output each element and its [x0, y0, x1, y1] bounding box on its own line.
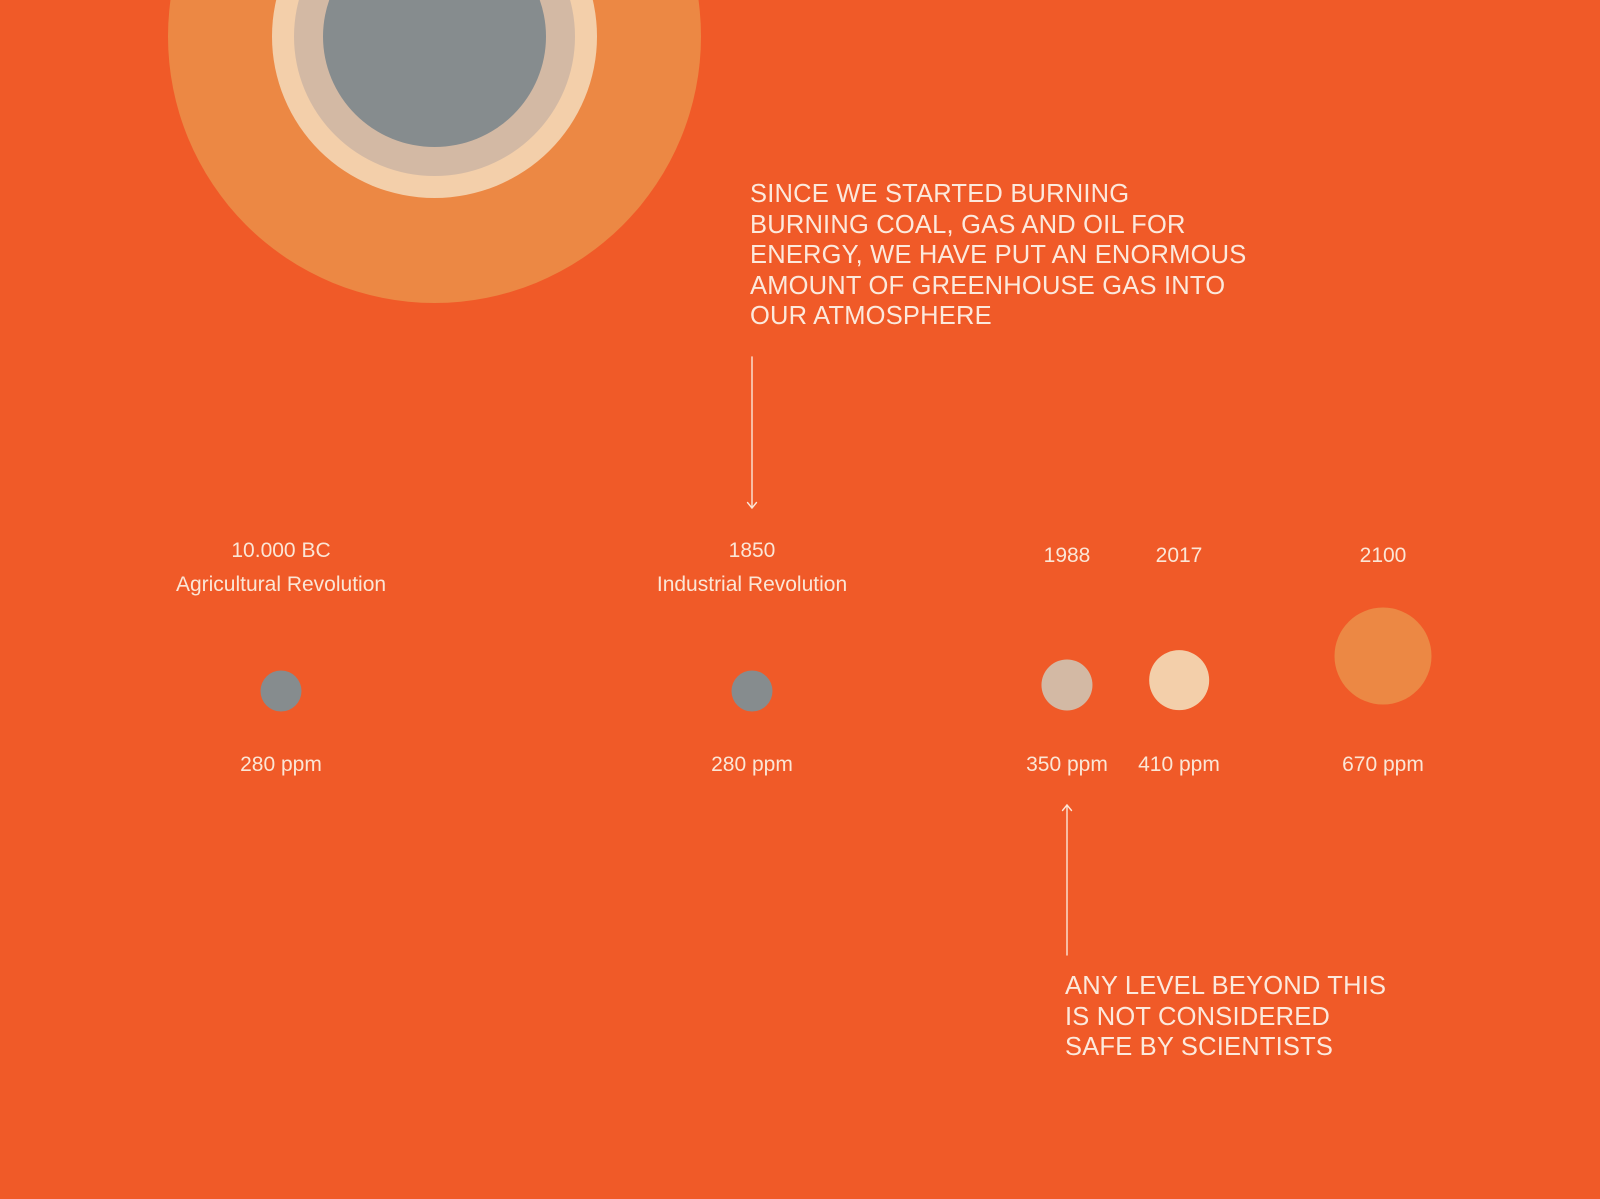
- timeline-dot: [731, 670, 773, 712]
- timeline-value: 410 ppm: [1138, 753, 1220, 776]
- timeline-dot: [1149, 650, 1209, 710]
- callout-line: IS NOT CONSIDERED: [1065, 1002, 1331, 1031]
- timeline-year: 1988: [1043, 544, 1091, 567]
- arrow-down-icon: [746, 356, 758, 509]
- timeline-year: 2100: [1359, 544, 1407, 567]
- callout-line: ENERGY, WE HAVE PUT AN ENORMOUS: [750, 241, 1247, 269]
- timeline-event: Industrial Revolution: [656, 573, 848, 596]
- callout-line: AMOUNT OF GREENHOUSE GAS INTO: [750, 271, 1226, 300]
- timeline-dot: [1334, 607, 1432, 705]
- timeline-value: 670 ppm: [1342, 753, 1424, 776]
- timeline-value: 280 ppm: [240, 753, 322, 776]
- callout-line: BURNING COAL, GAS AND OIL FOR: [750, 210, 1186, 239]
- timeline-year: 2017: [1155, 544, 1203, 567]
- arrow-up-icon: [1061, 804, 1073, 956]
- timeline-value: 350 ppm: [1026, 753, 1108, 776]
- callout-line: ANY LEVEL BEYOND THIS: [1065, 972, 1387, 1000]
- timeline-year: 10.000 BC: [231, 539, 331, 562]
- timeline-event: Agricultural Revolution: [175, 573, 387, 596]
- timeline-dot: [1041, 659, 1093, 711]
- callout-line: SINCE WE STARTED BURNING: [750, 180, 1130, 208]
- safety-threshold-callout: ANY LEVEL BEYOND THIS IS NOT CONSIDERED …: [1065, 971, 1386, 1063]
- fossil-fuel-callout: SINCE WE STARTED BURNING BURNING COAL, G…: [750, 179, 1246, 332]
- timeline-dot: [260, 670, 302, 712]
- timeline-value: 280 ppm: [711, 753, 793, 776]
- callout-line: OUR ATMOSPHERE: [750, 302, 992, 330]
- timeline-year: 1850: [728, 539, 776, 562]
- callout-line: SAFE BY SCIENTISTS: [1065, 1033, 1334, 1061]
